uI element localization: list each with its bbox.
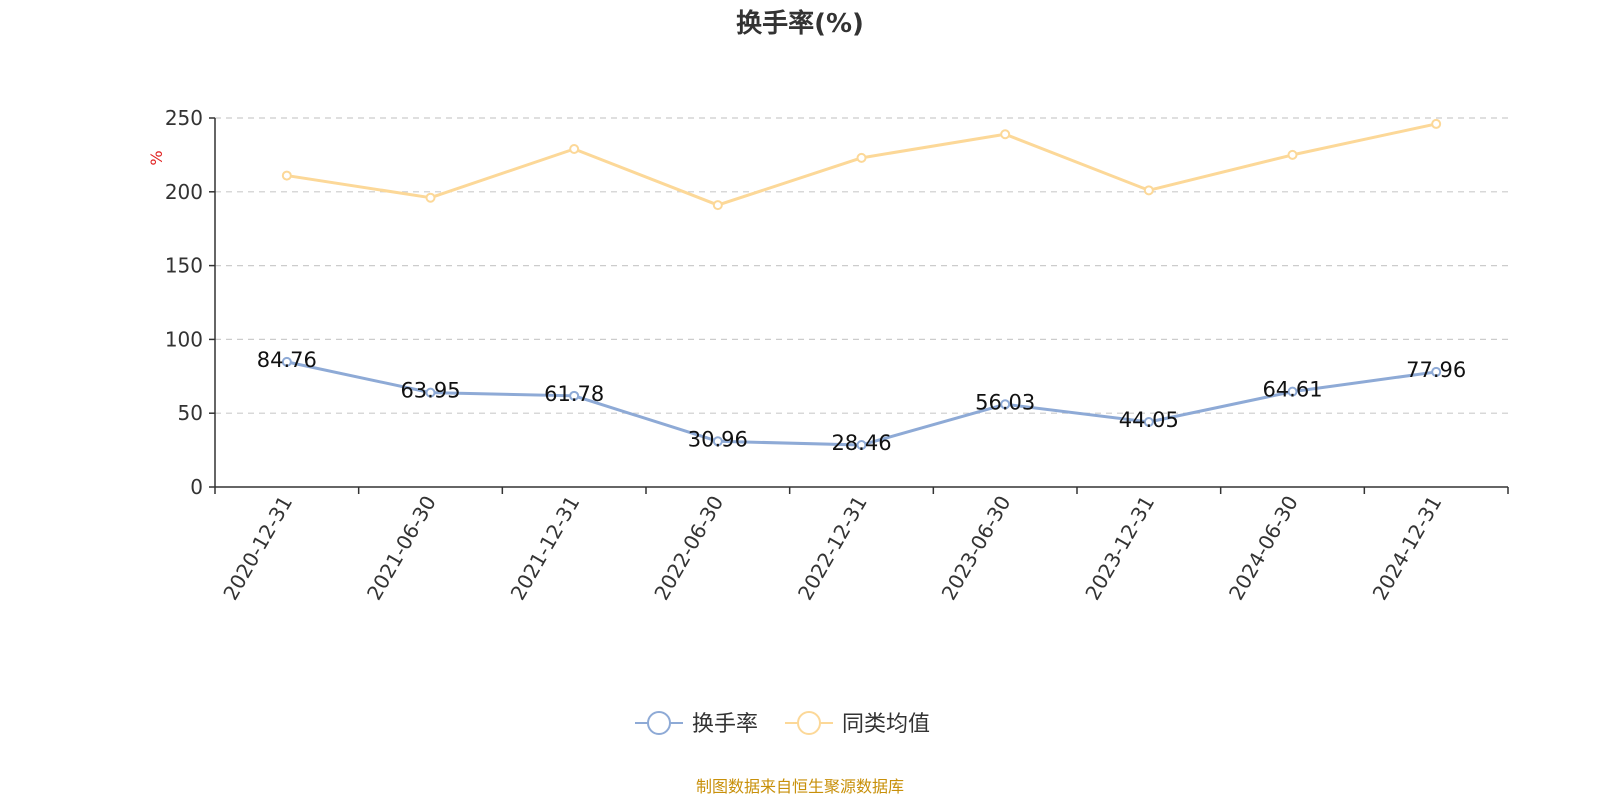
y-tick-label: 100 bbox=[165, 327, 203, 351]
legend[interactable]: 换手率 同类均值 bbox=[635, 711, 930, 737]
legend-label: 换手率 bbox=[692, 712, 758, 737]
legend-marker bbox=[647, 711, 671, 735]
legend-label: 同类均值 bbox=[842, 712, 930, 737]
data-label: 84.76 bbox=[257, 348, 317, 372]
data-point-series-1 bbox=[856, 152, 867, 163]
data-labels: 84.76 63.95 61.78 30.96 28.46 56.03 44.05 64.61… bbox=[257, 348, 1466, 455]
data-point-series-0 bbox=[856, 439, 867, 450]
y-tick-label: 50 bbox=[178, 401, 203, 425]
data-point-series-0 bbox=[281, 356, 292, 367]
legend-item-0[interactable]: 换手率 bbox=[635, 711, 758, 737]
y-tick-label: 200 bbox=[165, 180, 203, 204]
data-label: 77.96 bbox=[1406, 358, 1466, 382]
data-label: 61.78 bbox=[544, 382, 604, 406]
y-axis-unit-label: % bbox=[147, 150, 166, 165]
data-label: 28.46 bbox=[831, 431, 891, 455]
data-point-series-0 bbox=[425, 387, 436, 398]
series-lines bbox=[281, 118, 1442, 450]
data-label: 64.61 bbox=[1262, 378, 1322, 402]
data-label: 56.03 bbox=[975, 390, 1035, 414]
x-tick-label: 2022-12-31 bbox=[793, 492, 872, 605]
y-tick-label: 150 bbox=[165, 254, 203, 278]
data-point-series-0 bbox=[712, 436, 723, 447]
x-tick-label: 2023-06-30 bbox=[937, 492, 1016, 605]
data-point-series-0 bbox=[1287, 386, 1298, 397]
y-tick-label: 0 bbox=[190, 475, 203, 499]
data-point-series-1 bbox=[1000, 129, 1011, 140]
data-point-series-1 bbox=[712, 200, 723, 211]
data-point-series-0 bbox=[569, 390, 580, 401]
data-point-series-0 bbox=[1143, 416, 1154, 427]
data-point-series-0 bbox=[1000, 399, 1011, 410]
x-tick-label: 2021-06-30 bbox=[362, 492, 441, 605]
axes: 0 50 100 150 200 250 2020-12-31 2021-06-30 2021-… bbox=[165, 106, 1509, 605]
data-point-series-1 bbox=[569, 143, 580, 154]
series-line-1 bbox=[286, 122, 1437, 207]
data-label: 44.05 bbox=[1119, 408, 1179, 432]
data-point-series-1 bbox=[1431, 118, 1442, 129]
x-tick-label: 2024-06-30 bbox=[1224, 492, 1303, 605]
x-tick-label: 2022-06-30 bbox=[649, 492, 728, 605]
legend-item-1[interactable]: 同类均值 bbox=[785, 711, 930, 737]
x-tick-label: 2021-12-31 bbox=[506, 492, 585, 605]
data-point-series-1 bbox=[425, 192, 436, 203]
y-tick-label: 250 bbox=[165, 106, 203, 130]
x-tick-label: 2023-12-31 bbox=[1080, 492, 1159, 605]
x-tick-label: 2024-12-31 bbox=[1368, 492, 1447, 605]
data-point-series-0 bbox=[1431, 366, 1442, 377]
data-point-series-1 bbox=[1143, 185, 1154, 196]
data-label: 63.95 bbox=[400, 379, 460, 403]
chart-title: 换手率(%) bbox=[736, 8, 864, 39]
data-label: 30.96 bbox=[688, 427, 748, 451]
data-point-series-1 bbox=[281, 170, 292, 181]
x-tick-label: 2020-12-31 bbox=[218, 492, 297, 605]
source-note: 制图数据来自恒生聚源数据库 bbox=[696, 777, 904, 796]
legend-marker bbox=[797, 711, 821, 735]
data-point-series-1 bbox=[1287, 149, 1298, 160]
